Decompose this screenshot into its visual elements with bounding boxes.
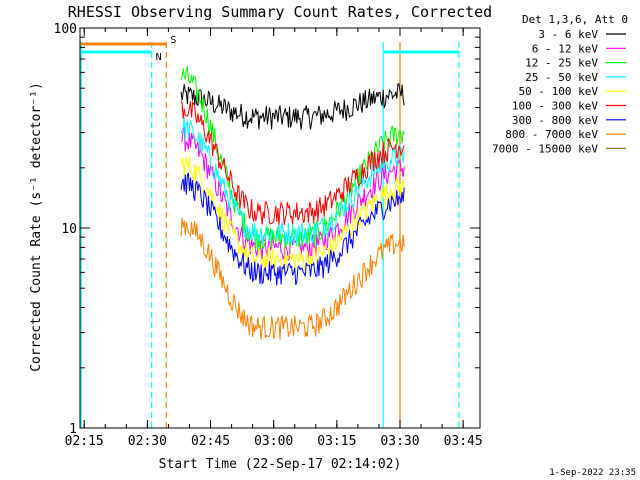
series-line-0 <box>180 83 405 130</box>
x-tick-label: 03:45 <box>444 434 483 449</box>
legend-label: 3 - 6 keV <box>538 28 598 41</box>
legend-label: 100 - 300 keV <box>512 100 598 113</box>
series-line-5 <box>180 100 405 226</box>
y-axis-label: Corrected Count Rate (s⁻¹ detector⁻¹) <box>29 82 44 372</box>
footer-timestamp: 1-Sep-2022 23:35 <box>549 468 636 478</box>
chart-title: RHESSI Observing Summary Count Rates, Co… <box>68 3 492 21</box>
legend-label: 7000 - 15000 keV <box>492 142 598 155</box>
y-tick-label: 10 <box>61 222 77 237</box>
x-axis-label: Start Time (22-Sep-17 02:14:02) <box>159 457 402 472</box>
x-tick-label: 02:15 <box>65 434 104 449</box>
series-line-4 <box>180 156 405 273</box>
x-axis: 02:15 02:30 02:45 03:00 03:15 03:30 03:45 <box>65 28 483 449</box>
legend-label: 12 - 25 keV <box>525 57 598 70</box>
series-line-7 <box>180 217 405 340</box>
y-tick-label: 1 <box>69 422 77 437</box>
x-tick-label: 02:45 <box>191 434 230 449</box>
night-flag-label: N <box>156 52 162 63</box>
plot-frame <box>79 27 481 429</box>
x-tick-label: 02:30 <box>128 434 167 449</box>
legend-label: 300 - 800 keV <box>512 114 598 127</box>
saa-flag-label: S <box>170 35 176 46</box>
legend-label: 800 - 7000 keV <box>505 128 598 141</box>
series-line-1 <box>181 127 405 261</box>
legend-title: Det 1,3,6, Att 0 <box>522 13 628 26</box>
y-tick-label: 100 <box>54 22 77 37</box>
legend-label: 50 - 100 keV <box>519 85 599 98</box>
y-axis: 1 10 100 <box>54 22 480 437</box>
x-tick-label: 03:00 <box>254 434 293 449</box>
x-tick-label: 03:30 <box>380 434 419 449</box>
series-line-6 <box>180 172 405 286</box>
plot-area: SN <box>80 35 460 428</box>
x-tick-label: 03:15 <box>317 434 356 449</box>
legend-label: 25 - 50 keV <box>525 71 598 84</box>
legend-label: 6 - 12 keV <box>532 42 599 55</box>
